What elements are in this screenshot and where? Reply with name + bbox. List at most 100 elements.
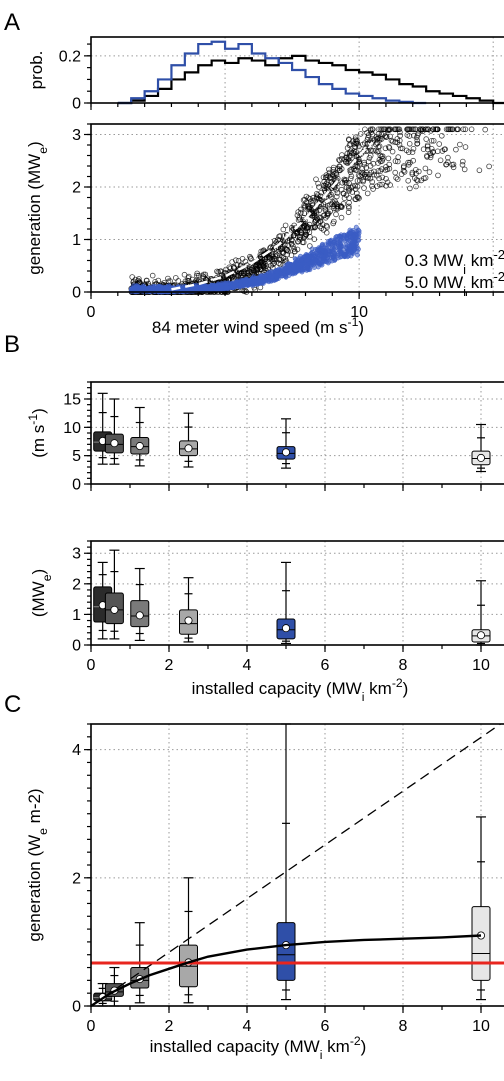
- gen-box-x-ticklabel: 6: [321, 657, 330, 674]
- scatter-point-black: [376, 143, 383, 150]
- scatter-point-black: [322, 204, 328, 210]
- scatter-point-black: [189, 276, 196, 283]
- scatter-point-black: [343, 192, 350, 199]
- reference-dashed-line: [90, 723, 501, 1007]
- scatter-point-blue: [294, 267, 300, 272]
- scatter-y-ticklabel: 3: [72, 127, 81, 144]
- scatter-point-black: [368, 129, 374, 136]
- scatter-point-black: [165, 275, 171, 282]
- scatter-point-black: [313, 191, 320, 197]
- scatter-point-blue: [320, 258, 326, 264]
- scatter-point-blue: [335, 255, 341, 261]
- scatter-point-black: [324, 211, 331, 218]
- scatter-point-black: [394, 176, 401, 183]
- scatter-point-black: [362, 146, 368, 152]
- scatter-point-black: [357, 131, 364, 137]
- scatter-point-black: [415, 168, 422, 175]
- scatter-point-black: [294, 212, 301, 219]
- scatter-point-black: [378, 136, 385, 142]
- scatter-point-blue: [342, 253, 348, 259]
- scatter-point-black: [345, 209, 352, 216]
- scatter-point-black: [314, 215, 320, 221]
- scatter-point-black: [407, 126, 414, 133]
- scatter-point-black: [324, 185, 330, 192]
- scatter-point-black: [306, 221, 313, 228]
- scatter-y-ticklabel: 0: [72, 285, 81, 302]
- scatter-point-black: [371, 168, 377, 175]
- scatter-point-black: [334, 190, 341, 196]
- scatter-point-black: [257, 266, 264, 273]
- scatter-point-blue: [294, 261, 300, 267]
- panel-letter-c: C: [4, 691, 21, 718]
- scatter-point-black: [366, 155, 373, 161]
- gen-box-x-ticklabel: 8: [399, 657, 408, 674]
- scatter-point-black: [454, 126, 461, 133]
- histogram-series-1: [117, 54, 504, 105]
- capacity-box-x-ticklabel: 10: [472, 1018, 490, 1035]
- gen-box-mean-marker: [110, 605, 119, 614]
- gen-box-x-ticklabel: 0: [87, 657, 96, 674]
- scatter-point-black: [379, 158, 385, 164]
- scatter-point-black: [382, 145, 389, 152]
- capacity-box-y-ticklabel: 2: [72, 870, 81, 887]
- gen-box-y-ticklabel: 2: [72, 576, 81, 593]
- scatter-point-black: [227, 265, 234, 272]
- scatter-point-black: [353, 153, 360, 160]
- scatter-point-blue: [306, 261, 312, 266]
- scatter-point-black: [331, 175, 338, 182]
- scatter-point-black: [407, 185, 413, 192]
- hist-y-ticklabel: 0: [72, 96, 81, 113]
- scatter-point-black: [268, 244, 274, 250]
- scatter-xlabel: 84 meter wind speed (m s-1): [152, 315, 364, 337]
- scatter-point-black: [425, 146, 431, 153]
- scatter-point-black: [459, 162, 466, 168]
- scatter-point-black: [315, 180, 321, 187]
- scatter-point-black: [420, 146, 427, 153]
- scatter-point-black: [413, 183, 419, 190]
- scatter-ylabel: generation (MWe): [25, 141, 50, 274]
- scatter-point-black: [386, 127, 393, 133]
- scatter-point-black: [229, 259, 235, 265]
- scatter-point-black: [386, 165, 393, 172]
- scatter-point-black: [410, 126, 417, 133]
- scatter-point-black: [379, 126, 385, 133]
- scatter-point-black: [135, 277, 142, 284]
- scatter-point-black: [468, 126, 475, 133]
- scatter-point-black: [226, 264, 233, 271]
- scatter-point-black: [356, 158, 363, 165]
- gen-box-x-ticklabel: 4: [243, 657, 252, 674]
- wind-box-mean-marker: [476, 453, 485, 462]
- data-layer: [90, 40, 504, 1008]
- scatter-point-black: [383, 176, 389, 182]
- scatter-point-black: [438, 133, 445, 139]
- scatter-point-black: [359, 166, 366, 172]
- scatter-point-black: [331, 201, 338, 208]
- scatter-point-black: [239, 255, 246, 262]
- scatter-point-black: [406, 133, 413, 139]
- scatter-point-black: [443, 161, 450, 168]
- scatter-point-blue: [352, 247, 357, 253]
- scatter-point-black: [462, 126, 469, 133]
- scatter-point-black: [374, 183, 380, 190]
- scatter-point-black: [248, 256, 254, 262]
- scatter-point-black: [443, 126, 450, 133]
- scatter-point-black: [361, 185, 367, 191]
- scatter-point-blue: [319, 248, 325, 254]
- scatter-point-black: [367, 175, 374, 182]
- scatter-point-black: [414, 141, 420, 147]
- wind-box-ylabel: (m s-1): [26, 408, 48, 458]
- scatter-point-black: [396, 137, 403, 144]
- scatter-point-black: [379, 181, 386, 188]
- scatter-point-blue: [329, 258, 335, 264]
- scatter-point-blue: [346, 230, 352, 236]
- scatter-point-black: [395, 126, 402, 133]
- scatter-point-blue: [325, 239, 331, 244]
- scatter-point-blue: [231, 281, 237, 287]
- scatter-point-black: [348, 173, 355, 180]
- scatter-point-black: [409, 169, 416, 176]
- capacity-xlabel: installed capacity (MWi km-2): [150, 1034, 367, 1062]
- scatter-point-black: [401, 169, 408, 175]
- legend-entry-black: 0.3 MWi km-2: [405, 247, 504, 277]
- scatter-point-black: [461, 166, 468, 173]
